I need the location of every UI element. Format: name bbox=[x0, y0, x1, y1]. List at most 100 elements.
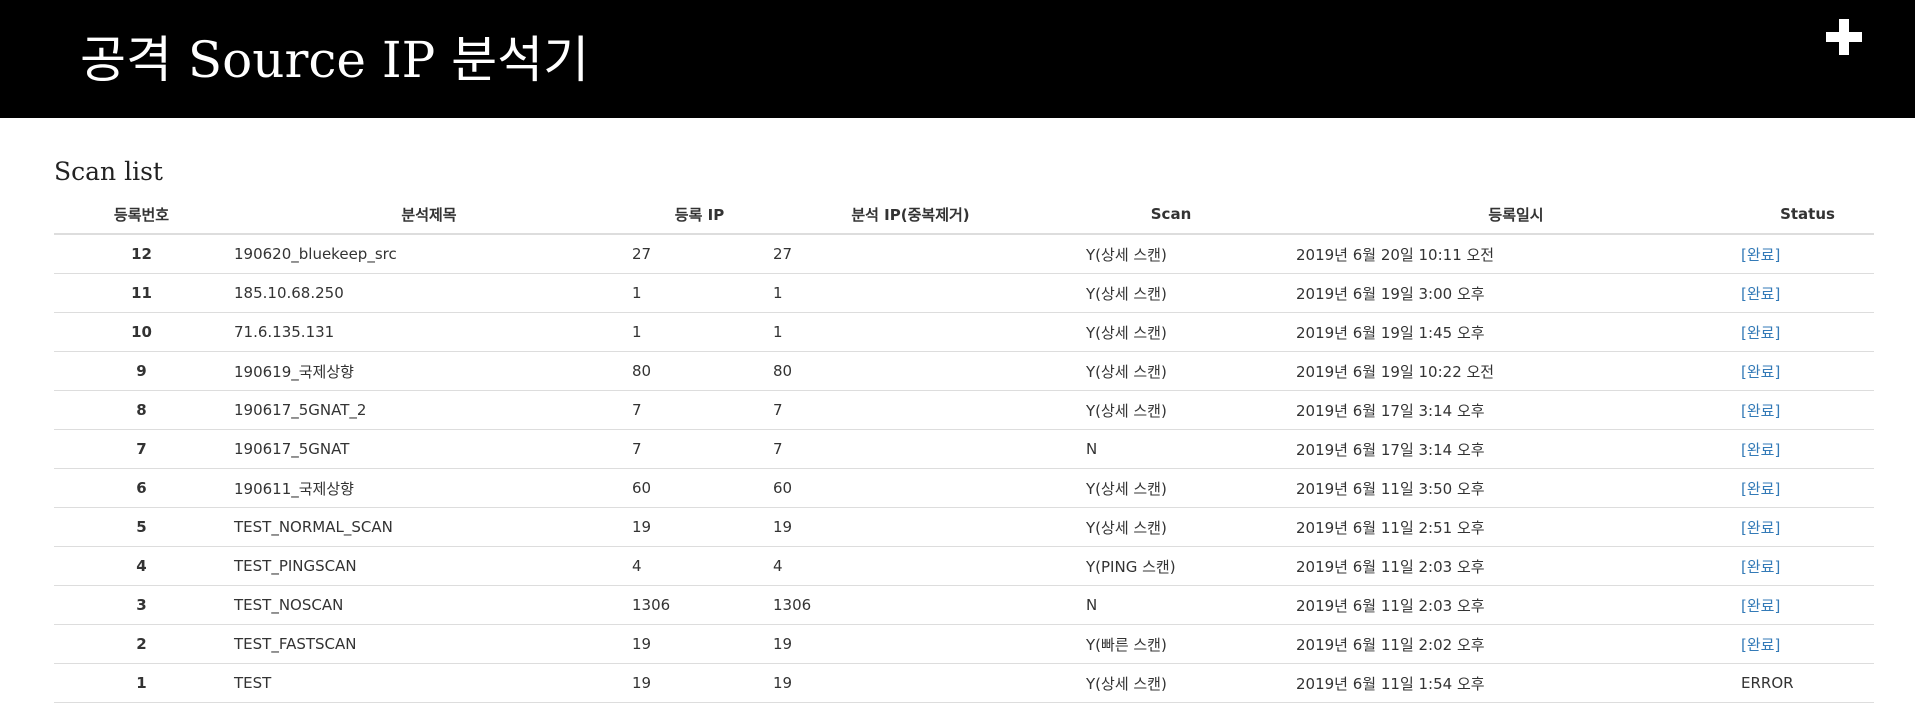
status-text: ERROR bbox=[1741, 674, 1794, 692]
cell-analysis-ip: 27 bbox=[770, 234, 1051, 274]
cell-no: 9 bbox=[54, 351, 229, 391]
cell-status: [완료] bbox=[1741, 624, 1874, 664]
status-link[interactable]: [완료] bbox=[1741, 401, 1781, 420]
cell-reg-ip: 19 bbox=[629, 624, 770, 664]
cell-title: 185.10.68.250 bbox=[229, 273, 629, 313]
status-link[interactable]: [완료] bbox=[1741, 284, 1781, 303]
cell-scan: Y(상세 스캔) bbox=[1051, 312, 1291, 352]
status-link[interactable]: [완료] bbox=[1741, 323, 1781, 342]
section-title: Scan list bbox=[54, 157, 163, 186]
column-header-status: Status bbox=[1741, 195, 1874, 235]
cell-scan: Y(상세 스캔) bbox=[1051, 234, 1291, 274]
status-link[interactable]: [완료] bbox=[1741, 362, 1781, 381]
cell-scan: N bbox=[1051, 585, 1291, 625]
cell-reg-ip: 7 bbox=[629, 429, 770, 469]
cell-reg-ip: 19 bbox=[629, 663, 770, 703]
cell-analysis-ip: 60 bbox=[770, 468, 1051, 508]
status-link[interactable]: [완료] bbox=[1741, 245, 1781, 264]
column-header-analysis-ip: 분석 IP(중복제거) bbox=[770, 195, 1051, 235]
cell-analysis-ip: 80 bbox=[770, 351, 1051, 391]
add-scan-button[interactable] bbox=[1826, 19, 1862, 55]
table-row[interactable]: 4 TEST_PINGSCAN 4 4 Y(PING 스캔) 2019년 6월 11일 2… bbox=[54, 546, 1874, 586]
cell-analysis-ip: 4 bbox=[770, 546, 1051, 586]
cell-date: 2019년 6월 19일 3:00 오후 bbox=[1291, 273, 1741, 313]
status-link[interactable]: [완료] bbox=[1741, 479, 1781, 498]
cell-no: 3 bbox=[54, 585, 229, 625]
status-link[interactable]: [완료] bbox=[1741, 635, 1781, 654]
app-header: 공격 Source IP 분석기 bbox=[0, 0, 1915, 118]
column-header-no: 등록번호 bbox=[54, 195, 229, 235]
cell-reg-ip: 1 bbox=[629, 312, 770, 352]
cell-status: [완료] bbox=[1741, 429, 1874, 469]
column-header-reg-ip: 등록 IP bbox=[629, 195, 770, 235]
table-row[interactable]: 7 190617_5GNAT 7 7 N 2019년 6월 17일 3:14 오후 [완료] bbox=[54, 429, 1874, 469]
cell-analysis-ip: 19 bbox=[770, 663, 1051, 703]
cell-no: 10 bbox=[54, 312, 229, 352]
table-row[interactable]: 11 185.10.68.250 1 1 Y(상세 스캔) 2019년 6월 19일 3:… bbox=[54, 273, 1874, 313]
cell-status: [완료] bbox=[1741, 273, 1874, 313]
cell-scan: Y(상세 스캔) bbox=[1051, 507, 1291, 547]
cell-title: TEST_NOSCAN bbox=[229, 585, 629, 625]
status-link[interactable]: [완료] bbox=[1741, 440, 1781, 459]
cell-reg-ip: 60 bbox=[629, 468, 770, 508]
cell-title: 190619_국제상향 bbox=[229, 351, 629, 391]
cell-analysis-ip: 19 bbox=[770, 507, 1051, 547]
status-link[interactable]: [완료] bbox=[1741, 557, 1781, 576]
table-row[interactable]: 3 TEST_NOSCAN 1306 1306 N 2019년 6월 11일 2:03 오… bbox=[54, 585, 1874, 625]
cell-date: 2019년 6월 11일 2:03 오후 bbox=[1291, 546, 1741, 586]
cell-title: 190617_5GNAT bbox=[229, 429, 629, 469]
cell-title: 190611_국제상향 bbox=[229, 468, 629, 508]
cell-date: 2019년 6월 11일 2:03 오후 bbox=[1291, 585, 1741, 625]
table-body: 12 190620_bluekeep_src 27 27 Y(상세 스캔) 2019년 6… bbox=[54, 234, 1874, 703]
cell-status: [완료] bbox=[1741, 312, 1874, 352]
cell-scan: Y(빠른 스캔) bbox=[1051, 624, 1291, 664]
status-link[interactable]: [완료] bbox=[1741, 596, 1781, 615]
cell-title: 71.6.135.131 bbox=[229, 312, 629, 352]
cell-status: [완료] bbox=[1741, 351, 1874, 391]
cell-analysis-ip: 1 bbox=[770, 273, 1051, 313]
cell-title: 190617_5GNAT_2 bbox=[229, 390, 629, 430]
cell-scan: Y(PING 스캔) bbox=[1051, 546, 1291, 586]
cell-date: 2019년 6월 17일 3:14 오후 bbox=[1291, 390, 1741, 430]
cell-scan: Y(상세 스캔) bbox=[1051, 390, 1291, 430]
cell-date: 2019년 6월 11일 2:51 오후 bbox=[1291, 507, 1741, 547]
cell-reg-ip: 27 bbox=[629, 234, 770, 274]
cell-no: 5 bbox=[54, 507, 229, 547]
cell-date: 2019년 6월 11일 2:02 오후 bbox=[1291, 624, 1741, 664]
table-row[interactable]: 1 TEST 19 19 Y(상세 스캔) 2019년 6월 11일 1:54 오후 ERR… bbox=[54, 663, 1874, 703]
cell-scan: Y(상세 스캔) bbox=[1051, 273, 1291, 313]
cell-reg-ip: 19 bbox=[629, 507, 770, 547]
table-row[interactable]: 8 190617_5GNAT_2 7 7 Y(상세 스캔) 2019년 6월 17일 3:… bbox=[54, 390, 1874, 430]
cell-no: 12 bbox=[54, 234, 229, 274]
cell-date: 2019년 6월 20일 10:11 오전 bbox=[1291, 234, 1741, 274]
table-header-row: 등록번호 분석제목 등록 IP 분석 IP(중복제거) Scan 등록일시 St… bbox=[54, 195, 1874, 235]
cell-no: 1 bbox=[54, 663, 229, 703]
status-link[interactable]: [완료] bbox=[1741, 518, 1781, 537]
cell-reg-ip: 7 bbox=[629, 390, 770, 430]
cell-status: [완료] bbox=[1741, 585, 1874, 625]
cell-analysis-ip: 19 bbox=[770, 624, 1051, 664]
cell-reg-ip: 80 bbox=[629, 351, 770, 391]
cell-scan: Y(상세 스캔) bbox=[1051, 351, 1291, 391]
cell-status: [완료] bbox=[1741, 507, 1874, 547]
table-row[interactable]: 10 71.6.135.131 1 1 Y(상세 스캔) 2019년 6월 19일 1:4… bbox=[54, 312, 1874, 352]
cell-analysis-ip: 1 bbox=[770, 312, 1051, 352]
cell-no: 2 bbox=[54, 624, 229, 664]
page-title: 공격 Source IP 분석기 bbox=[80, 31, 590, 89]
cell-no: 11 bbox=[54, 273, 229, 313]
column-header-title: 분석제목 bbox=[229, 195, 629, 235]
cell-date: 2019년 6월 19일 1:45 오후 bbox=[1291, 312, 1741, 352]
cell-analysis-ip: 7 bbox=[770, 390, 1051, 430]
table-row[interactable]: 12 190620_bluekeep_src 27 27 Y(상세 스캔) 2019년 6… bbox=[54, 234, 1874, 274]
cell-scan: N bbox=[1051, 429, 1291, 469]
table-row[interactable]: 5 TEST_NORMAL_SCAN 19 19 Y(상세 스캔) 2019년 6월 11… bbox=[54, 507, 1874, 547]
cell-no: 8 bbox=[54, 390, 229, 430]
cell-title: TEST_NORMAL_SCAN bbox=[229, 507, 629, 547]
scan-list-table: 등록번호 분석제목 등록 IP 분석 IP(중복제거) Scan 등록일시 St… bbox=[54, 195, 1874, 703]
table-row[interactable]: 2 TEST_FASTSCAN 19 19 Y(빠른 스캔) 2019년 6월 11일 2… bbox=[54, 624, 1874, 664]
table-row[interactable]: 6 190611_국제상향 60 60 Y(상세 스캔) 2019년 6월 11일 3:5… bbox=[54, 468, 1874, 508]
cell-reg-ip: 1 bbox=[629, 273, 770, 313]
cell-status: [완료] bbox=[1741, 390, 1874, 430]
cell-analysis-ip: 1306 bbox=[770, 585, 1051, 625]
table-row[interactable]: 9 190619_국제상향 80 80 Y(상세 스캔) 2019년 6월 19일 10:… bbox=[54, 351, 1874, 391]
